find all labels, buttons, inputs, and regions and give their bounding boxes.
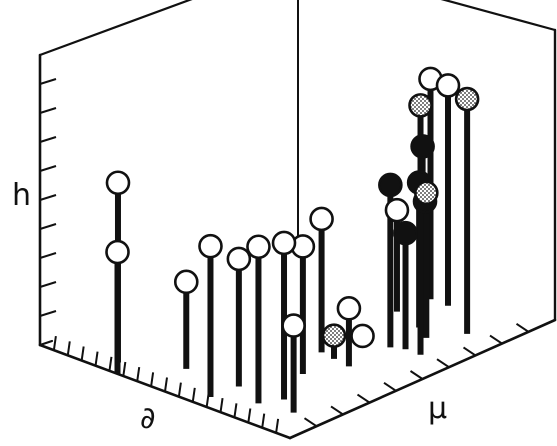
right-floor-axis-label: μ bbox=[428, 391, 447, 426]
data-point-open bbox=[350, 323, 375, 349]
right-floor-axis-tick bbox=[303, 417, 318, 428]
data-point-open bbox=[173, 269, 199, 295]
left-floor-axis-tick bbox=[219, 398, 224, 413]
left-floor-axis-tick bbox=[150, 372, 155, 387]
left-floor-axis-tick bbox=[94, 351, 99, 366]
left-floor-axis-tick bbox=[108, 356, 113, 371]
left-floor-axis-tick bbox=[66, 341, 71, 356]
vertical-axis-tick bbox=[39, 310, 57, 317]
data-point-open bbox=[105, 170, 131, 196]
right-floor-axis-tick bbox=[356, 393, 371, 404]
data-point-filled bbox=[378, 172, 403, 198]
vertical-axis-tick bbox=[39, 223, 57, 230]
vertical-axis-tick bbox=[39, 78, 57, 85]
right-floor-axis-tick bbox=[515, 322, 530, 333]
left-floor-axis-tick bbox=[233, 403, 238, 418]
axis-ticks bbox=[39, 78, 530, 433]
right-floor-axis-tick bbox=[409, 370, 424, 380]
data-point-open bbox=[309, 206, 334, 232]
wall-right-top-edge bbox=[440, 0, 557, 32]
data-point-open bbox=[435, 73, 461, 98]
left-floor-axis-tick bbox=[164, 377, 168, 392]
markers-layer bbox=[105, 66, 480, 349]
vertical-axis-tick bbox=[39, 165, 57, 172]
data-point-open bbox=[384, 197, 410, 223]
vertical-axis-tick bbox=[39, 136, 57, 143]
vertical-axis-tick bbox=[39, 194, 57, 201]
left-floor-axis-tick bbox=[52, 336, 57, 351]
left-floor-axis-tick bbox=[191, 387, 196, 402]
right-floor-axis-tick bbox=[383, 381, 397, 392]
right-floor-axis-tick bbox=[489, 334, 503, 345]
data-point-open bbox=[246, 234, 271, 260]
data-point-open bbox=[281, 313, 306, 338]
right-floor-axis-tick bbox=[436, 358, 450, 369]
data-point-open bbox=[226, 246, 252, 272]
vertical-axis-tick bbox=[39, 281, 57, 288]
data-point-dotted bbox=[454, 86, 480, 112]
left-floor-axis-tick bbox=[122, 361, 127, 377]
floor-corner-stub bbox=[38, 339, 54, 347]
left-floor-axis-label: ∂ bbox=[140, 401, 156, 436]
data-point-open bbox=[271, 230, 297, 256]
left-floor-axis-tick bbox=[261, 413, 266, 428]
right-floor-axis-tick bbox=[330, 405, 344, 416]
vertical-axis-tick bbox=[39, 252, 57, 259]
data-point-open bbox=[105, 239, 130, 265]
left-floor-axis-tick bbox=[275, 418, 280, 433]
wall-left-top-edge bbox=[38, 0, 193, 57]
data-point-filled bbox=[393, 220, 418, 246]
left-floor-axis-tick bbox=[80, 346, 85, 361]
data-point-dotted bbox=[414, 180, 439, 206]
data-point-open bbox=[198, 233, 223, 259]
data-point-open bbox=[336, 296, 362, 321]
left-floor-axis-tick bbox=[247, 408, 252, 423]
right-floor-axis-tick bbox=[462, 346, 477, 357]
left-floor-axis-tick bbox=[136, 367, 141, 382]
left-floor-axis-tick bbox=[177, 382, 182, 397]
vertical-axis-tick bbox=[39, 107, 57, 114]
vertical-axis-label: h bbox=[12, 178, 31, 213]
data-point-filled bbox=[410, 134, 435, 159]
data-point-dotted bbox=[408, 93, 433, 118]
data-point-dotted bbox=[321, 323, 347, 348]
